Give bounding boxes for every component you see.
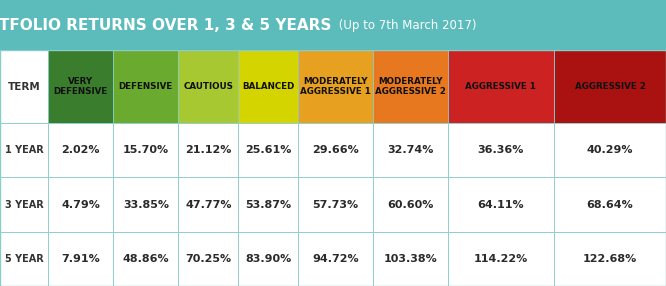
Text: BALANCED: BALANCED: [242, 82, 294, 91]
Text: 2.02%: 2.02%: [61, 145, 100, 155]
Text: ISA PORTFOLIO RETURNS OVER 1, 3 & 5 YEARS: ISA PORTFOLIO RETURNS OVER 1, 3 & 5 YEAR…: [0, 17, 331, 33]
Bar: [448, 123, 554, 177]
Text: 7.91%: 7.91%: [61, 254, 100, 264]
Bar: [113, 177, 178, 232]
Text: 4.79%: 4.79%: [61, 200, 100, 210]
Text: 40.29%: 40.29%: [587, 145, 633, 155]
Bar: [238, 50, 298, 123]
Text: 3 YEAR: 3 YEAR: [5, 200, 43, 210]
Text: TERM: TERM: [7, 82, 41, 92]
Text: (Up to 7th March 2017): (Up to 7th March 2017): [335, 19, 476, 31]
Bar: [0, 123, 48, 177]
Bar: [448, 177, 554, 232]
Text: MODERATELY
AGGRESSIVE 2: MODERATELY AGGRESSIVE 2: [375, 77, 446, 96]
Bar: [554, 177, 666, 232]
Bar: [0, 232, 48, 286]
Text: MODERATELY
AGGRESSIVE 1: MODERATELY AGGRESSIVE 1: [300, 77, 371, 96]
Text: 57.73%: 57.73%: [312, 200, 359, 210]
Text: 53.87%: 53.87%: [245, 200, 292, 210]
Text: 25.61%: 25.61%: [245, 145, 292, 155]
Bar: [554, 50, 666, 123]
Bar: [178, 123, 238, 177]
Bar: [448, 50, 554, 123]
Text: 36.36%: 36.36%: [478, 145, 524, 155]
Bar: [298, 177, 373, 232]
Text: 103.38%: 103.38%: [384, 254, 437, 264]
Text: 122.68%: 122.68%: [583, 254, 637, 264]
Text: 1 YEAR: 1 YEAR: [5, 145, 43, 155]
Bar: [113, 50, 178, 123]
Bar: [113, 123, 178, 177]
Bar: [0, 177, 48, 232]
Text: 48.86%: 48.86%: [123, 254, 169, 264]
Bar: [373, 232, 448, 286]
Text: 60.60%: 60.60%: [387, 200, 434, 210]
Bar: [448, 232, 554, 286]
Bar: [48, 232, 113, 286]
Bar: [554, 123, 666, 177]
Text: AGGRESSIVE 1: AGGRESSIVE 1: [466, 82, 536, 91]
Bar: [48, 50, 113, 123]
Text: VERY
DEFENSIVE: VERY DEFENSIVE: [53, 77, 108, 96]
Bar: [113, 232, 178, 286]
Bar: [0, 50, 48, 123]
Bar: [238, 123, 298, 177]
Text: AGGRESSIVE 2: AGGRESSIVE 2: [575, 82, 645, 91]
Text: 83.90%: 83.90%: [245, 254, 292, 264]
Text: 114.22%: 114.22%: [474, 254, 528, 264]
Bar: [238, 177, 298, 232]
Bar: [178, 177, 238, 232]
Text: CAUTIOUS: CAUTIOUS: [183, 82, 234, 91]
Text: 15.70%: 15.70%: [123, 145, 169, 155]
Text: 68.64%: 68.64%: [587, 200, 633, 210]
Bar: [238, 232, 298, 286]
Text: 5 YEAR: 5 YEAR: [5, 254, 43, 264]
Bar: [48, 123, 113, 177]
Bar: [373, 177, 448, 232]
Bar: [298, 123, 373, 177]
Text: 47.77%: 47.77%: [185, 200, 232, 210]
Bar: [554, 232, 666, 286]
Bar: [178, 232, 238, 286]
Text: 33.85%: 33.85%: [123, 200, 169, 210]
Text: 32.74%: 32.74%: [387, 145, 434, 155]
Bar: [298, 50, 373, 123]
Bar: [298, 232, 373, 286]
Text: 94.72%: 94.72%: [312, 254, 359, 264]
Text: 70.25%: 70.25%: [185, 254, 232, 264]
Text: 64.11%: 64.11%: [478, 200, 524, 210]
Text: 21.12%: 21.12%: [185, 145, 232, 155]
Text: DEFENSIVE: DEFENSIVE: [119, 82, 173, 91]
Bar: [48, 177, 113, 232]
Bar: [178, 50, 238, 123]
Bar: [373, 123, 448, 177]
Bar: [373, 50, 448, 123]
Text: 29.66%: 29.66%: [312, 145, 359, 155]
